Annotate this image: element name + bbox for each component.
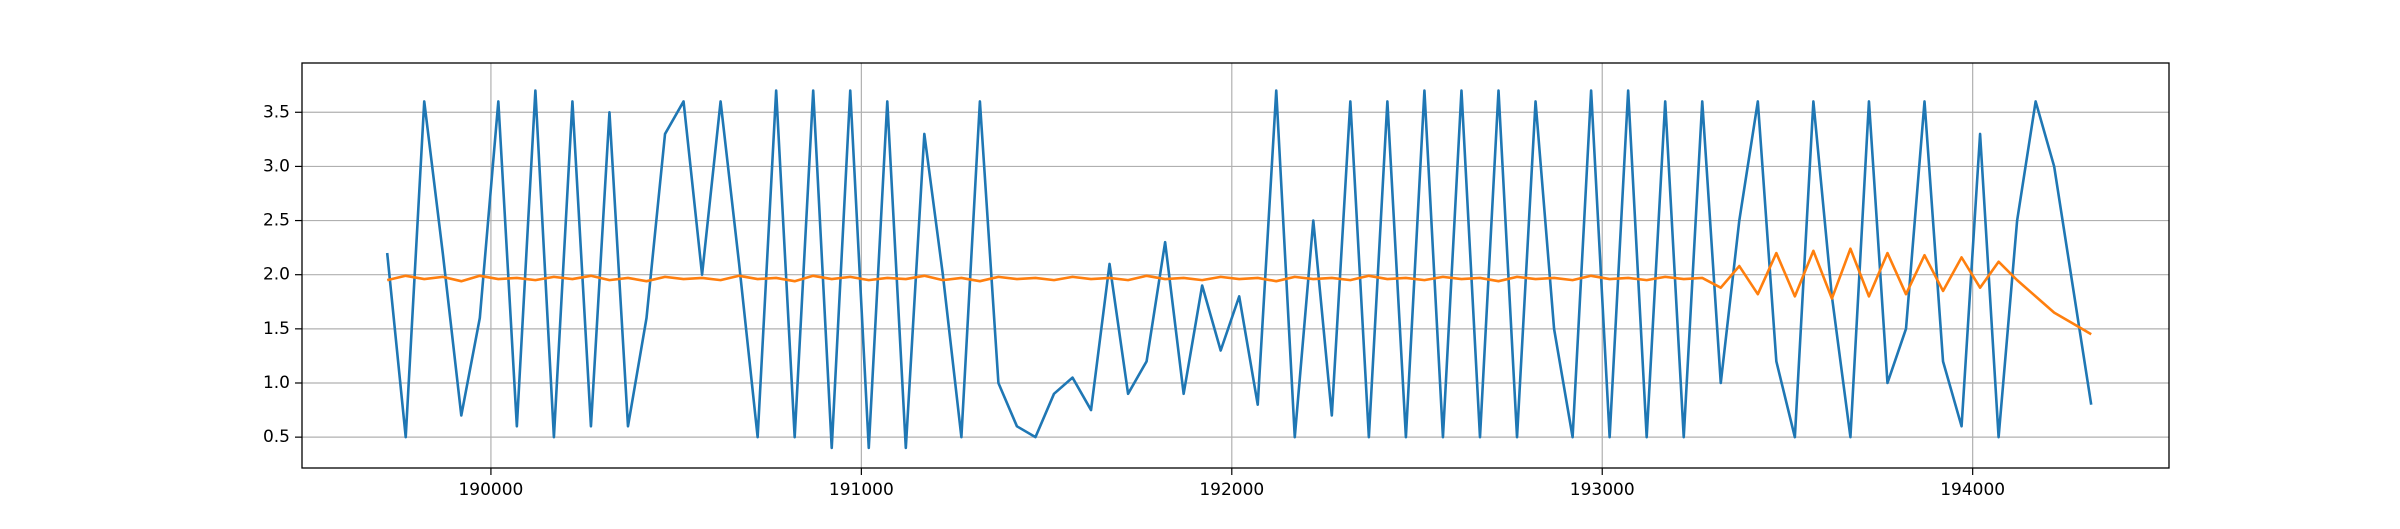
y-tick-label: 2.5 <box>263 211 290 231</box>
y-tick-label: 3.5 <box>263 102 290 122</box>
plot-area <box>302 63 2169 468</box>
y-tick-label: 3.0 <box>263 156 290 176</box>
y-tick-label: 1.0 <box>263 373 290 393</box>
x-tick-label: 193000 <box>1570 480 1635 500</box>
x-tick-label: 191000 <box>829 480 894 500</box>
series-line <box>385 89 2093 450</box>
axes-frame <box>301 62 2170 469</box>
x-tick-label: 190000 <box>458 480 523 500</box>
series-line <box>386 247 2092 336</box>
y-tick-label: 0.5 <box>263 427 290 447</box>
x-tick-label: 194000 <box>1940 480 2005 500</box>
x-tick-label: 192000 <box>1199 480 1264 500</box>
y-tick-label: 1.5 <box>263 319 290 339</box>
y-tick-label: 2.0 <box>263 265 290 285</box>
